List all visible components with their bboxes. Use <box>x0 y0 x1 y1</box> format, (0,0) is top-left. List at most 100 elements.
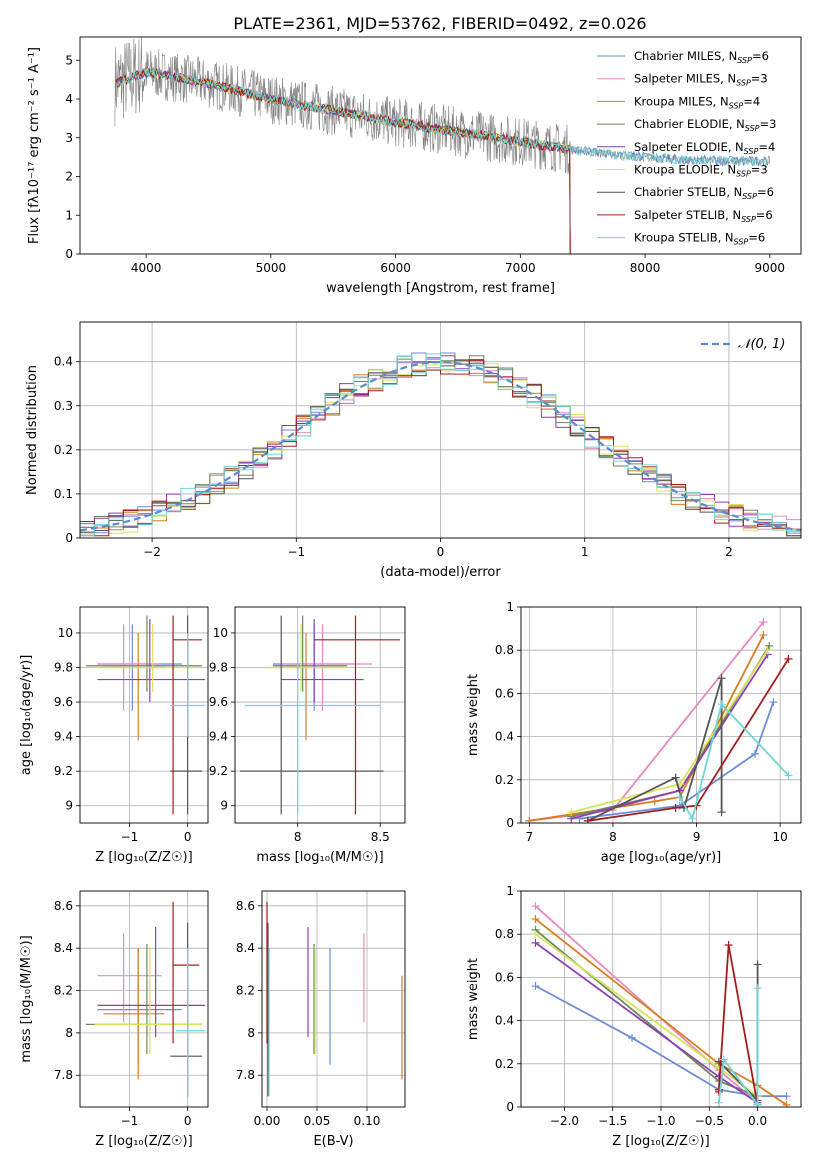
y-tick-label: 8 <box>65 1026 73 1040</box>
spectrum-ylabel: Flux [fλ10⁻¹⁷ erg cm⁻² s⁻¹ A⁻¹] <box>27 47 42 244</box>
y-tick-label: 1 <box>506 600 514 614</box>
legend-entry-count: =4 <box>743 94 760 108</box>
x-tick-label: 9000 <box>755 261 786 275</box>
x-tick-label: 0 <box>184 1114 192 1128</box>
weight-point-marker <box>724 941 733 949</box>
legend-entry-sub: SSP <box>736 79 751 88</box>
residuals-axes: −2 −1 0 1 2 0 0.1 0.2 0.3 0.4 (data-model)/error No… <box>25 321 802 580</box>
legend-entry-count: =3 <box>751 72 768 86</box>
age_vs_mass-frame <box>234 606 406 824</box>
y-tick-label: 10 <box>213 626 228 640</box>
legend-entry-name: Chabrier ELODIE, N <box>634 117 745 131</box>
x-tick-label: −1.5 <box>598 1114 627 1128</box>
weight-point-marker <box>784 654 793 663</box>
y-tick-label: 9.8 <box>209 660 228 674</box>
y-tick-label: 0 <box>65 247 73 261</box>
y-tick-label: 0.3 <box>54 399 73 413</box>
y-tick-label: 0.2 <box>495 1057 514 1071</box>
x-tick-label: −0.5 <box>695 1114 724 1128</box>
mass_vs_Z-frame <box>79 890 209 1108</box>
x-tick-label: 0 <box>184 830 192 844</box>
weight-point-marker <box>765 641 774 650</box>
x-tick-label: 9 <box>693 830 701 844</box>
x-tick-label: 1 <box>581 545 589 559</box>
y-tick-label: 8.6 <box>236 899 255 913</box>
weight-point-marker <box>759 618 768 627</box>
x-tick-label: 8.5 <box>371 830 390 844</box>
legend-entry-name: Kroupa ELODIE, N <box>634 163 736 177</box>
weight-point-marker <box>763 646 772 655</box>
y-tick-label: 5 <box>65 53 73 67</box>
x-tick-label: −1 <box>287 545 305 559</box>
x-tick-label: 7000 <box>505 261 536 275</box>
weight-series-line <box>679 702 790 822</box>
weight_vs_Z-plot-area <box>531 902 791 1107</box>
y-tick-label: 7.8 <box>54 1068 73 1082</box>
legend-entry-count: =6 <box>752 49 769 63</box>
legend-entry-label: Kroupa ELODIE, NSSP=3 <box>634 163 768 179</box>
weight-point-marker <box>753 1100 762 1107</box>
y-tick-label: 8.4 <box>236 941 255 955</box>
y-tick-label: 0.6 <box>495 970 514 984</box>
weight_vs_Z-axes: −2.0 −1.5 −1.0 −0.5 0.0 0 0.2 0.4 0.6 0.8 1 Z [log₁… <box>466 884 802 1149</box>
age_vs_Z-axes: −1 0 9 9.2 9.4 9.6 9.8 10 Z [log₁₀(Z/Z☉)] age [lo… <box>19 606 209 865</box>
weight-point-marker <box>583 816 592 823</box>
x-tick-label: 8000 <box>630 261 661 275</box>
x-tick-label: 8 <box>609 830 617 844</box>
age_vs_mass-plot-area <box>239 615 401 815</box>
y-tick-label: 9.6 <box>54 695 73 709</box>
residuals-xlabel: (data-model)/error <box>380 565 501 580</box>
legend-entry-sub: SSP <box>744 147 759 156</box>
figure-title: PLATE=2361, MJD=53762, FIBERID=0492, z=0… <box>233 14 646 33</box>
y-tick-label: 9.4 <box>209 730 228 744</box>
legend-entry-label: Chabrier STELIB, NSSP=6 <box>634 185 774 201</box>
legend-entry-name: Salpeter ELODIE, N <box>634 140 744 154</box>
residuals-ylabel: Normed distribution <box>25 365 40 495</box>
weight_vs_age-xlabel: age [log₁₀(age/yr)] <box>601 850 722 865</box>
weight_vs_age-ylabel: mass weight <box>466 674 481 756</box>
spectrum-data-line <box>114 37 770 174</box>
residuals-plot-area <box>80 352 801 537</box>
mass_vs_ebv-frame <box>261 890 406 1108</box>
weight-point-marker <box>531 938 540 947</box>
y-tick-label: 0 <box>506 1100 514 1114</box>
weight_vs_Z-ylabel: mass weight <box>466 958 481 1040</box>
y-tick-label: 0 <box>65 531 73 545</box>
legend-entry-name: Chabrier STELIB, N <box>634 185 742 199</box>
weight_vs_age-frame <box>520 606 802 824</box>
mass_vs_Z-plot-area <box>85 901 206 1097</box>
x-tick-label: 0.00 <box>254 1114 281 1128</box>
legend-entry-name: Kroupa STELIB, N <box>634 231 734 245</box>
x-tick-label: 4000 <box>131 261 162 275</box>
legend-entry-sub: SSP <box>742 192 757 201</box>
age_vs_mass-xlabel: mass [log₁₀(M/M☉)] <box>256 850 383 865</box>
x-tick-label: 0.0 <box>748 1114 767 1128</box>
weight-point-marker <box>717 674 726 683</box>
y-tick-label: 2 <box>65 170 73 184</box>
legend-entry-count: =6 <box>757 185 774 199</box>
x-tick-label: 0.10 <box>354 1114 381 1128</box>
spectrum-frame <box>79 36 802 255</box>
y-tick-label: 9.2 <box>54 764 73 778</box>
legend-entry-sub: SSP <box>736 170 751 179</box>
spectrum-axes: 4000 5000 6000 7000 8000 9000 0 1 2 3 4 5 wavelength… <box>27 36 802 296</box>
weight-point-marker <box>675 793 684 802</box>
histogram-step <box>80 360 801 537</box>
weight-point-marker <box>717 808 726 817</box>
x-tick-label: 10 <box>772 830 787 844</box>
x-tick-label: 6000 <box>380 261 411 275</box>
y-tick-label: 0.6 <box>495 686 514 700</box>
weight-point-marker <box>671 803 680 812</box>
y-tick-label: 1 <box>506 884 514 898</box>
y-tick-label: 8.2 <box>236 984 255 998</box>
legend-entry-label: Chabrier ELODIE, NSSP=3 <box>634 117 776 133</box>
legend-entry-label: Salpeter MILES, NSSP=3 <box>634 72 768 88</box>
y-tick-label: 10 <box>58 626 73 640</box>
age_vs_Z-frame <box>79 606 209 824</box>
charts-group: 4000 5000 6000 7000 8000 9000012345wavelength… <box>19 36 802 1149</box>
x-tick-label: 0.05 <box>304 1114 331 1128</box>
y-tick-label: 0.2 <box>495 773 514 787</box>
y-tick-label: 0.8 <box>495 643 514 657</box>
legend-entry-label: Kroupa STELIB, NSSP=6 <box>634 231 765 247</box>
